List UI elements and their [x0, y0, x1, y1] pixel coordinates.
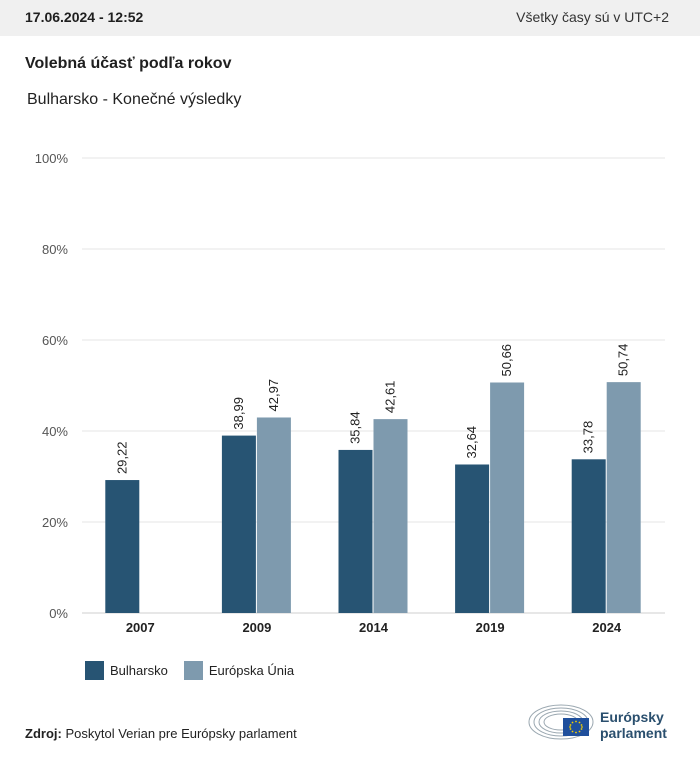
data-label: 33,78 — [581, 421, 596, 454]
turnout-bar-chart: 0% 20% 40% 60% 80% 100% 2007 29,22 2009 38,99 42,9… — [35, 151, 665, 635]
x-tick-label: 2024 — [592, 620, 622, 635]
bar — [221, 435, 256, 613]
y-tick-label: 20% — [42, 515, 68, 530]
bar — [455, 464, 490, 613]
data-label: 29,22 — [114, 442, 129, 475]
bar — [373, 419, 408, 613]
y-tick-label: 40% — [42, 424, 68, 439]
bar — [606, 382, 641, 613]
logo-line-2: parlament — [600, 725, 667, 741]
data-label: 42,61 — [383, 381, 398, 414]
bar — [256, 417, 291, 613]
timezone-note: Všetky časy sú v UTC+2 — [516, 9, 669, 25]
legend-label-bulharsko: Bulharsko — [110, 663, 168, 678]
bar — [338, 449, 373, 613]
logo-line-1: Európsky — [600, 709, 664, 725]
legend-swatch-eu — [183, 661, 203, 680]
y-tick-label: 60% — [42, 333, 68, 348]
eu-stars-icon — [569, 720, 583, 734]
source-text: Poskytol Verian pre Európsky parlament — [65, 726, 297, 741]
european-parliament-logo — [528, 704, 594, 740]
x-tick-label: 2019 — [476, 620, 505, 635]
data-label: 50,66 — [499, 344, 514, 377]
y-tick-label: 100% — [35, 151, 69, 166]
x-tick-label: 2007 — [126, 620, 155, 635]
source-note: Zdroj: Poskytol Verian pre Európsky parl… — [25, 726, 297, 741]
y-tick-label: 0% — [49, 606, 68, 621]
legend-label-eu: Európska Únia — [208, 663, 295, 678]
y-tick-label: 80% — [42, 242, 68, 257]
eu-flag-icon — [563, 718, 589, 736]
bar — [490, 382, 525, 613]
bar — [571, 459, 606, 613]
legend-swatch-bulharsko — [85, 661, 104, 680]
data-label: 32,64 — [464, 426, 479, 459]
chart-subtitle: Bulharsko - Konečné výsledky — [27, 91, 242, 108]
logo-text: Európsky parlament — [600, 709, 667, 741]
data-label: 35,84 — [348, 411, 363, 444]
bar — [105, 480, 140, 613]
legend-item-bulharsko: Bulharsko — [85, 661, 168, 680]
data-label: 42,97 — [266, 379, 281, 412]
top-bar: 17.06.2024 - 12:52 Všetky časy sú v UTC+… — [0, 0, 700, 36]
source-label: Zdroj: — [25, 726, 62, 741]
data-label: 50,74 — [616, 344, 631, 377]
chart-title: Volebná účasť podľa rokov — [25, 55, 232, 72]
x-tick-label: 2009 — [242, 620, 271, 635]
data-label: 38,99 — [231, 397, 246, 430]
datetime: 17.06.2024 - 12:52 — [25, 9, 144, 25]
legend-item-eu: Európska Únia — [183, 661, 295, 680]
legend: Bulharsko Európska Únia — [85, 661, 310, 680]
x-tick-label: 2014 — [359, 620, 389, 635]
